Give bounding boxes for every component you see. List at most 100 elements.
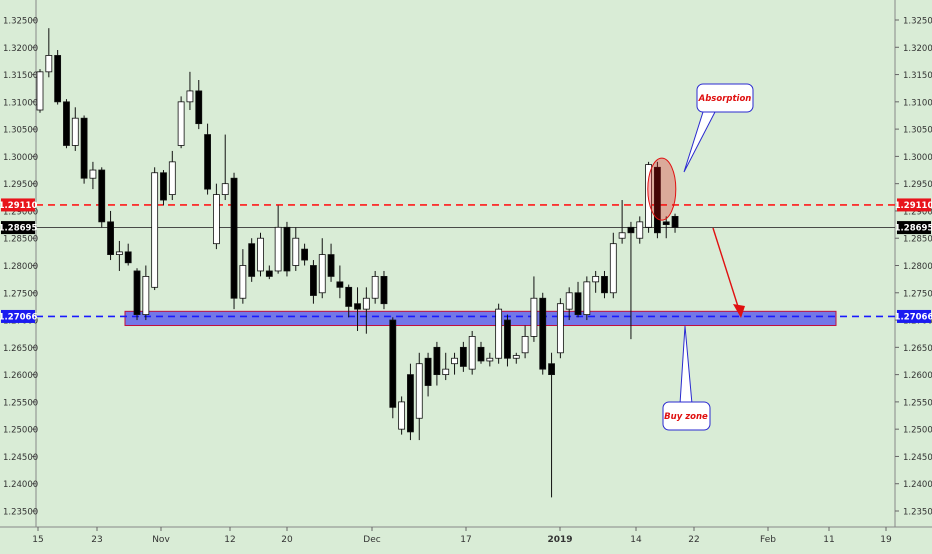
candle-body[interactable] — [468, 336, 476, 370]
y-tick-label-left: 1.26500 — [3, 344, 38, 354]
candle-body[interactable] — [380, 276, 388, 305]
x-tick-label: Feb — [760, 535, 776, 545]
candle-body[interactable] — [354, 303, 361, 310]
candle-body[interactable] — [512, 355, 520, 359]
candle-body[interactable] — [239, 265, 247, 299]
y-tick-label-left: 1.30500 — [3, 126, 38, 136]
candle-body[interactable] — [601, 276, 608, 294]
candle-body[interactable] — [257, 237, 264, 272]
absorption-callout-box[interactable] — [696, 83, 754, 113]
candle-body[interactable] — [221, 183, 229, 195]
candle-body[interactable] — [459, 346, 467, 367]
candle-body[interactable] — [301, 248, 309, 261]
y-tick-label-left: 1.24000 — [3, 480, 38, 490]
y-tick-label-right: 1.31000 — [903, 98, 932, 108]
candle-body[interactable] — [98, 169, 106, 223]
candle-body[interactable] — [80, 117, 88, 179]
price-badge-text-left: 1.28695 — [0, 224, 37, 234]
y-tick-label-left: 1.30000 — [3, 153, 38, 163]
candle-body[interactable] — [89, 169, 97, 179]
candle-body[interactable] — [168, 161, 176, 195]
candle-body[interactable] — [451, 357, 458, 365]
candle-body[interactable] — [592, 276, 600, 283]
candle-body[interactable] — [574, 292, 582, 315]
buy-zone-callout-box[interactable] — [662, 401, 711, 431]
candle-body[interactable] — [310, 265, 317, 296]
candle-body[interactable] — [636, 221, 644, 239]
y-tick-label-left: 1.25500 — [3, 398, 38, 408]
candle-body[interactable] — [565, 292, 573, 310]
candle-body[interactable] — [548, 363, 555, 376]
candle-body[interactable] — [495, 308, 503, 359]
candle-body[interactable] — [318, 254, 326, 294]
y-tick-label-right: 1.29500 — [903, 180, 932, 190]
candle-body[interactable] — [212, 194, 220, 245]
candle-body[interactable] — [54, 55, 62, 103]
candle-body[interactable] — [71, 117, 79, 146]
candle-body[interactable] — [371, 276, 379, 299]
candle-body[interactable] — [556, 303, 564, 354]
candle-body[interactable] — [115, 251, 123, 255]
candle-body[interactable] — [336, 281, 344, 288]
y-tick-label-left: 1.31000 — [3, 98, 38, 108]
candle-body[interactable] — [292, 237, 300, 266]
price-badge-left — [1, 198, 35, 212]
candle-body[interactable] — [283, 226, 291, 272]
candle-body[interactable] — [133, 270, 141, 316]
y-tick-label-left: 1.28500 — [3, 235, 38, 245]
candle-body[interactable] — [186, 90, 194, 103]
candle-body[interactable] — [151, 172, 159, 288]
candle-body[interactable] — [477, 346, 485, 362]
candle-body[interactable] — [504, 319, 511, 359]
candle-body[interactable] — [389, 319, 397, 408]
candle-body[interactable] — [345, 286, 353, 307]
x-tick-label: 12 — [224, 535, 235, 545]
candle-body[interactable] — [530, 297, 538, 337]
candle-body[interactable] — [327, 254, 335, 277]
candle-body[interactable] — [63, 101, 70, 146]
candle-body[interactable] — [204, 134, 211, 190]
candle-body[interactable] — [662, 221, 670, 225]
y-tick-label-left: 1.29500 — [3, 180, 38, 190]
candle-body[interactable] — [274, 226, 282, 272]
candle-body[interactable] — [362, 297, 370, 310]
candle-body[interactable] — [583, 281, 591, 316]
candle-body[interactable] — [160, 172, 167, 201]
candle-body[interactable] — [36, 71, 44, 111]
candle-body[interactable] — [442, 368, 450, 376]
candle-body[interactable] — [265, 270, 273, 277]
candle-body[interactable] — [107, 221, 114, 255]
candle-body[interactable] — [618, 232, 626, 239]
x-tick-label: Nov — [152, 535, 170, 545]
candle-body[interactable] — [230, 177, 238, 299]
absorption-highlight-ellipse[interactable] — [647, 157, 677, 221]
candle-body[interactable] — [671, 215, 679, 228]
candle-body[interactable] — [654, 166, 661, 234]
y-tick-label-left: 1.27500 — [3, 289, 38, 299]
buy-zone-rect[interactable] — [124, 310, 837, 327]
candle-body[interactable] — [609, 243, 617, 294]
candle-body[interactable] — [627, 226, 635, 234]
candle-body[interactable] — [195, 90, 203, 125]
y-tick-label-left: 1.32500 — [3, 17, 38, 27]
y-tick-label-right: 1.24000 — [903, 480, 932, 490]
price-badge-text-right: 1.28695 — [895, 224, 932, 234]
candle-body[interactable] — [124, 251, 132, 264]
candle-body[interactable] — [142, 276, 150, 315]
candle-body[interactable] — [424, 357, 432, 386]
candle-body[interactable] — [177, 101, 185, 146]
candle-body[interactable] — [521, 336, 529, 354]
candle-body[interactable] — [407, 374, 414, 433]
projection-arrow-line[interactable] — [712, 227, 742, 317]
price-badge-text-left: 1.27066 — [0, 312, 37, 322]
candle-body[interactable] — [539, 297, 547, 370]
candle-body[interactable] — [433, 346, 441, 376]
candle-body[interactable] — [415, 363, 423, 419]
candle-body[interactable] — [486, 357, 494, 362]
y-tick-label-right: 1.29000 — [903, 207, 932, 217]
candle-body[interactable] — [398, 401, 406, 430]
candle-body[interactable] — [248, 243, 256, 277]
absorption-callout-text: Absorption — [698, 94, 752, 104]
candle-body[interactable] — [45, 55, 53, 73]
